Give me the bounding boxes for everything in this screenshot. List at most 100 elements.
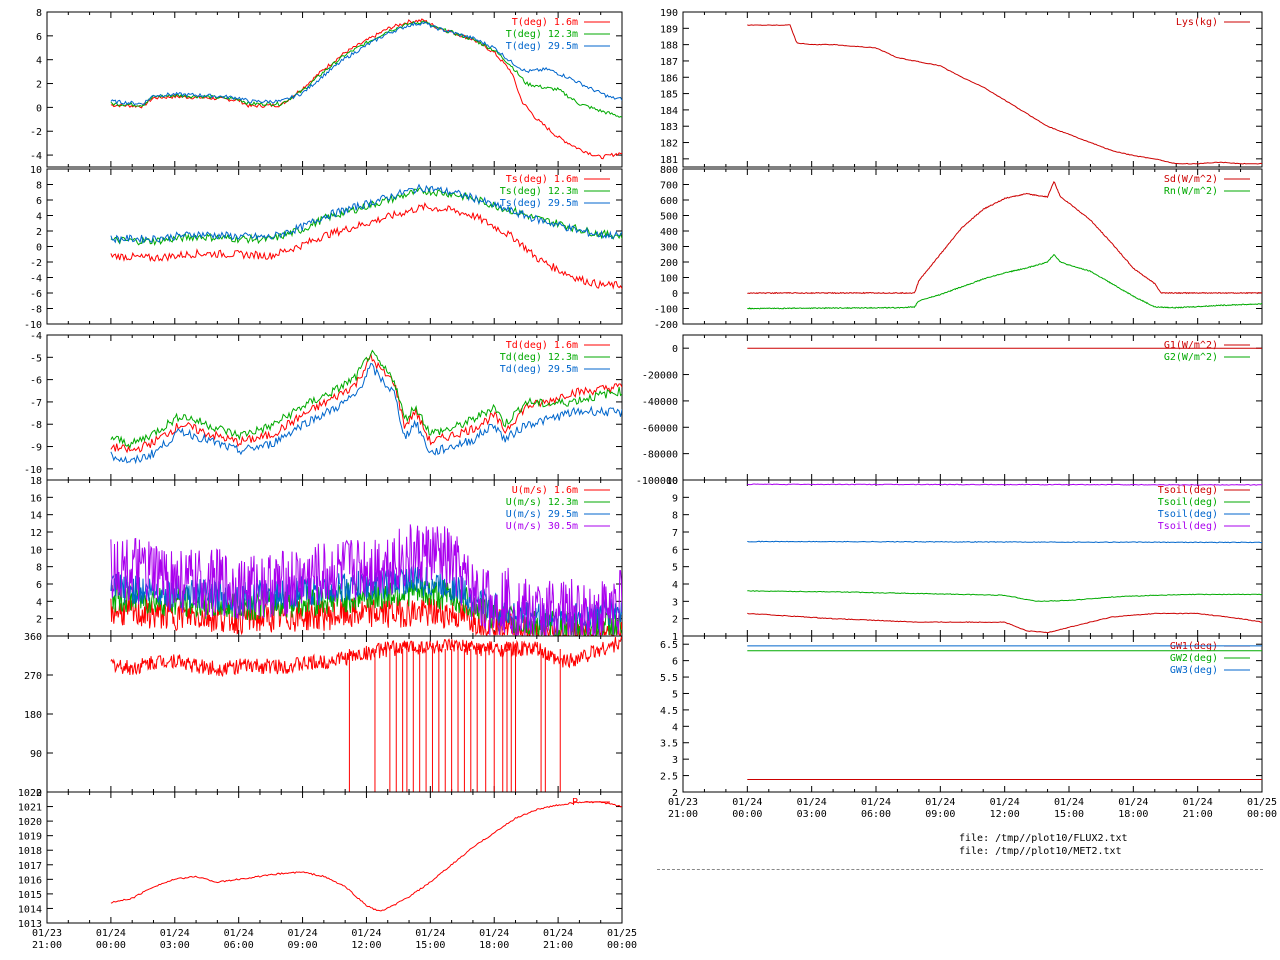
y-tick-label: -4 xyxy=(30,274,42,285)
y-tick-label: 2 xyxy=(36,80,42,91)
y-tick-label: 187 xyxy=(660,57,678,68)
x-tick-time: 18:00 xyxy=(1118,809,1148,820)
y-tick-label: -7 xyxy=(30,398,42,409)
series-line-soil_temp-0 xyxy=(747,612,1262,634)
y-tick-label: 6 xyxy=(672,657,678,668)
legend-label: GW2(deg) xyxy=(1170,653,1218,664)
y-tick-label: 4 xyxy=(36,597,42,608)
y-tick-label: 300 xyxy=(660,243,678,254)
legend-label: Ts(deg) 1.6m xyxy=(506,174,578,185)
x-tick-time: 15:00 xyxy=(415,940,445,951)
legend-label: Ts(deg) 12.3m xyxy=(500,186,578,197)
y-tick-label: 0 xyxy=(36,103,42,114)
y-tick-label: 1014 xyxy=(18,904,42,915)
x-tick-date: 01/24 xyxy=(990,797,1020,808)
y-tick-label: 7 xyxy=(672,528,678,539)
y-tick-label: -5 xyxy=(30,353,42,364)
y-tick-label: 10 xyxy=(30,545,42,556)
legend-label: Td(deg) 29.5m xyxy=(500,364,578,375)
y-tick-label: 18 xyxy=(30,476,42,487)
y-tick-label: -2 xyxy=(30,258,42,269)
y-tick-label: 188 xyxy=(660,41,678,52)
y-tick-label: 3.5 xyxy=(660,739,678,750)
y-tick-label: 8 xyxy=(672,511,678,522)
y-tick-label: -80000 xyxy=(642,450,678,461)
x-tick-time: 21:00 xyxy=(543,940,573,951)
y-tick-label: -40000 xyxy=(642,397,678,408)
series-line-wind_dir-0 xyxy=(110,636,622,678)
y-tick-label: 189 xyxy=(660,24,678,35)
dashed-separator xyxy=(657,869,1263,870)
y-tick-label: 4 xyxy=(36,212,42,223)
y-tick-label: -10 xyxy=(24,320,42,331)
x-tick-date: 01/24 xyxy=(351,928,381,939)
y-tick-label: 200 xyxy=(660,258,678,269)
y-tick-label: 100 xyxy=(660,274,678,285)
chart-panel-radiation: -200 -100 0 100 200 300 400 500 600 700 800 Sd(W/m^… xyxy=(654,165,1263,331)
x-tick-date: 01/24 xyxy=(288,928,318,939)
y-tick-label: -4 xyxy=(30,151,42,162)
legend-label: Sd(W/m^2) xyxy=(1164,174,1218,185)
legend-label: Rn(W/m^2) xyxy=(1164,186,1218,197)
legend-label: T(deg) 29.5m xyxy=(506,41,578,52)
y-tick-label: -4 xyxy=(30,331,42,342)
y-tick-label: 1016 xyxy=(18,875,42,886)
plot-frame xyxy=(682,11,1263,168)
y-tick-label: -9 xyxy=(30,443,42,454)
y-tick-label: 6 xyxy=(36,580,42,591)
legend-label: Ts(deg) 29.5m xyxy=(500,198,578,209)
plot-frame xyxy=(46,791,623,924)
legend-label: Tsoil(deg) xyxy=(1158,497,1218,508)
y-tick-label: 2 xyxy=(672,615,678,626)
legend-label: Tsoil(deg) xyxy=(1158,509,1218,520)
series-line-radiation-0 xyxy=(747,181,1262,295)
legend-label: GW3(deg) xyxy=(1170,665,1218,676)
x-tick-time: 12:00 xyxy=(990,809,1020,820)
y-tick-label: 8 xyxy=(36,181,42,192)
legend-label: U(m/s) 12.3m xyxy=(506,497,578,508)
series-line-dewpoint-1 xyxy=(110,349,622,450)
x-tick-date: 01/24 xyxy=(861,797,891,808)
y-tick-label: 6 xyxy=(36,32,42,43)
x-tick-time: 06:00 xyxy=(861,809,891,820)
y-tick-label: -100000 xyxy=(636,476,678,487)
x-tick-date: 01/24 xyxy=(543,928,573,939)
y-tick-label: 8 xyxy=(36,8,42,19)
file-source-2: file: /tmp//plot10/MET2.txt xyxy=(959,846,1122,857)
y-tick-label: 1013 xyxy=(18,919,42,930)
y-tick-label: 90 xyxy=(30,749,42,760)
y-tick-label: 6.5 xyxy=(660,640,678,651)
legend-label: G2(W/m^2) xyxy=(1164,352,1218,363)
x-tick-date: 01/24 xyxy=(479,928,509,939)
y-tick-label: 700 xyxy=(660,181,678,192)
series-line-soil_temp-3 xyxy=(747,483,1262,486)
y-tick-label: -100 xyxy=(654,305,678,316)
series-line-pressure-0 xyxy=(110,800,622,912)
chart-panel-wind_dir: 0 90 180 270 360 xyxy=(24,632,623,799)
y-tick-label: 14 xyxy=(30,511,42,522)
y-tick-label: 8 xyxy=(36,563,42,574)
y-tick-label: 6 xyxy=(672,545,678,556)
x-tick-date: 01/24 xyxy=(160,928,190,939)
chart-panel-groundwater: 22.533.544.555.566.501/2321:0001/2400:00… xyxy=(660,635,1277,820)
legend-label: Td(deg) 1.6m xyxy=(506,340,578,351)
series-line-wind_speed-3 xyxy=(110,524,622,636)
x-tick-time: 09:00 xyxy=(288,940,318,951)
x-tick-time: 12:00 xyxy=(351,940,381,951)
y-tick-label: 182 xyxy=(660,139,678,150)
y-tick-label: 0 xyxy=(36,788,42,799)
x-tick-time: 06:00 xyxy=(224,940,254,951)
x-tick-date: 01/23 xyxy=(32,928,62,939)
y-tick-label: 3 xyxy=(672,755,678,766)
chart-panel-air_temp: -4 -2 0 2 4 6 8 T(deg) 1.6mT(deg) 12.3mT(deg) 2… xyxy=(30,8,623,168)
x-tick-time: 21:00 xyxy=(1183,809,1213,820)
x-tick-date: 01/24 xyxy=(732,797,762,808)
y-tick-label: 500 xyxy=(660,212,678,223)
y-tick-label: 2 xyxy=(36,227,42,238)
plot-frame xyxy=(46,11,623,168)
x-tick-time: 00:00 xyxy=(96,940,126,951)
y-tick-label: 1020 xyxy=(18,817,42,828)
series-line-soil_temp-2 xyxy=(747,540,1262,544)
